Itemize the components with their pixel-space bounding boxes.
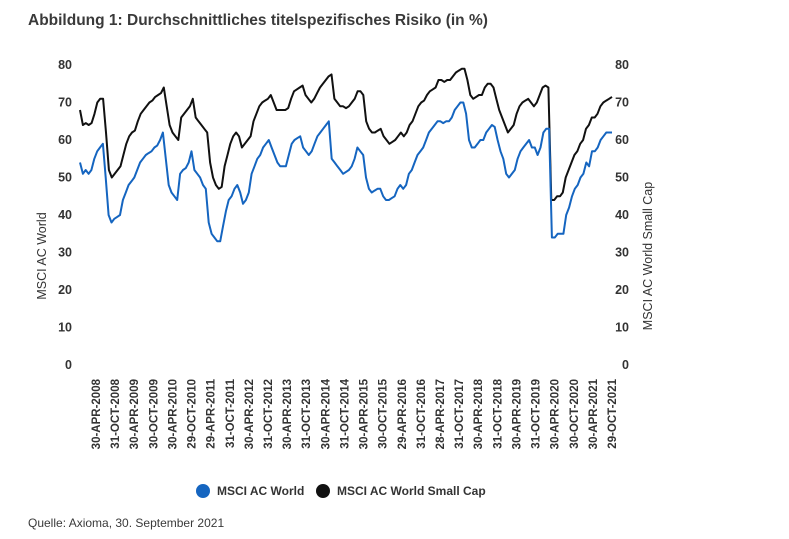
y-tick-right-80: 80: [615, 58, 629, 72]
y-tick-left-40: 40: [58, 208, 72, 222]
x-tick-label: 30-APR-2021: [588, 378, 600, 449]
source-note: Quelle: Axioma, 30. September 2021: [28, 516, 225, 530]
y-tick-right-10: 10: [615, 321, 629, 335]
x-tick-label: 31-OCT-2018: [492, 378, 504, 448]
x-tick-label: 30-APR-2018: [473, 378, 485, 449]
legend-marker-msci-ac-world-small-cap: [316, 484, 330, 498]
x-tick-label: 29-OCT-2010: [187, 379, 199, 449]
series-line-msci-ac-world-small-cap: [79, 67, 613, 201]
y-tick-left-20: 20: [58, 283, 72, 297]
x-tick-label: 30-OCT-2020: [569, 379, 581, 449]
x-tick-label: 29-OCT-2021: [607, 378, 619, 448]
series-line-msci-ac-world: [79, 101, 612, 243]
x-tick-label: 30-APR-2009: [129, 379, 141, 449]
y-tick-right-50: 50: [615, 171, 629, 185]
x-tick-label: 30-APR-2015: [359, 378, 371, 449]
y-tick-right-70: 70: [615, 96, 629, 110]
legend-label-msci-ac-world: MSCI AC World: [217, 484, 304, 498]
y-tick-left-0: 0: [65, 358, 72, 372]
x-tick-label: 29-APR-2011: [206, 378, 218, 448]
x-tick-label: 30-APR-2012: [244, 379, 256, 449]
x-tick-label: 30-OCT-2009: [148, 379, 160, 449]
x-tick-label: 31-OCT-2016: [416, 379, 428, 449]
x-tick-label: 29-APR-2016: [397, 379, 409, 449]
y-tick-right-30: 30: [615, 246, 629, 260]
chart-title: Abbildung 1: Durchschnittliches titelspe…: [28, 12, 488, 29]
x-tick-label: 31-OCT-2014: [339, 378, 351, 448]
y-axis-right: 0 10 20 30 40 50 60 70 80: [615, 58, 629, 372]
x-tick-label: 31-OCT-2008: [110, 378, 122, 448]
y-tick-right-60: 60: [615, 133, 629, 147]
x-tick-label: 30-APR-2008: [91, 378, 103, 449]
x-tick-label: 30-APR-2014: [320, 378, 332, 449]
y-axis-left: 0 10 20 30 40 50 60 70 80: [58, 58, 72, 372]
y-tick-left-80: 80: [58, 58, 72, 72]
x-tick-label: 31-OCT-2012: [263, 379, 275, 449]
x-tick-label: 31-OCT-2017: [454, 379, 466, 449]
legend-label-msci-ac-world-small-cap: MSCI AC World Small Cap: [337, 484, 486, 498]
legend-marker-msci-ac-world: [196, 484, 210, 498]
x-tick-label: 30-OCT-2015: [378, 378, 390, 448]
y-tick-right-0: 0: [622, 358, 629, 372]
y-tick-left-50: 50: [58, 171, 72, 185]
x-tick-label: 31-OCT-2013: [301, 379, 313, 449]
y-tick-right-20: 20: [615, 283, 629, 297]
y-tick-left-70: 70: [58, 96, 72, 110]
legend: MSCI AC World MSCI AC World Small Cap: [196, 484, 486, 498]
x-tick-label: 30-APR-2019: [511, 379, 523, 449]
y-tick-left-10: 10: [58, 321, 72, 335]
y-axis-right-title: MSCI AC World Small Cap: [641, 182, 655, 330]
series-lines: [79, 67, 613, 243]
x-tick-label: 30-APR-2013: [282, 379, 294, 449]
y-tick-left-60: 60: [58, 133, 72, 147]
x-tick-label: 30-APR-2010: [167, 379, 179, 449]
y-tick-right-40: 40: [615, 208, 629, 222]
x-tick-label: 30-APR-2020: [550, 379, 562, 449]
x-axis: 30-APR-2008 31-OCT-2008 30-APR-2009 30-OCT-…: [91, 378, 619, 449]
x-tick-label: 28-APR-2017: [435, 379, 447, 449]
x-tick-label: 31-OCT-2019: [531, 379, 543, 449]
y-axis-left-title: MSCI AC World: [35, 212, 49, 299]
x-tick-label: 31-OCT-2011: [225, 378, 237, 448]
y-tick-left-30: 30: [58, 246, 72, 260]
